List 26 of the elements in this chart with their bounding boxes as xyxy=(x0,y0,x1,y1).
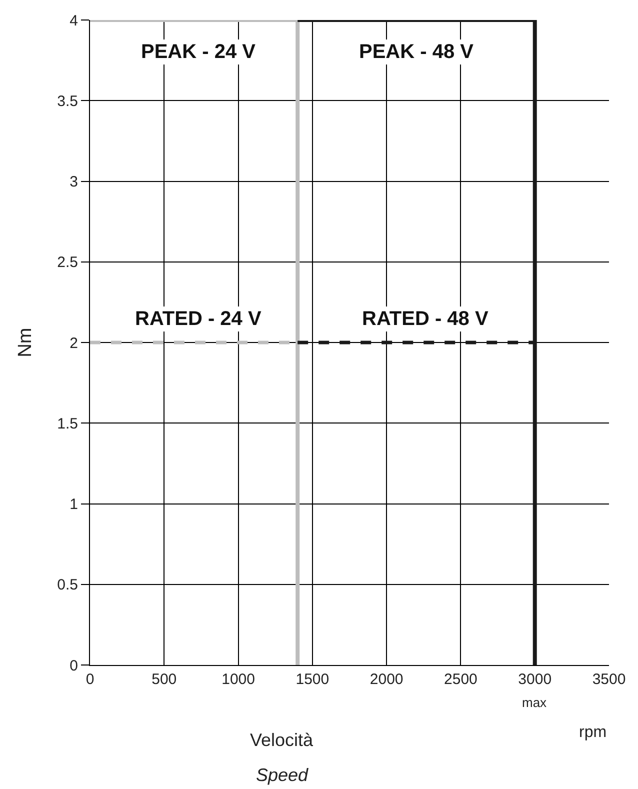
annotation: RATED - 48 V xyxy=(362,308,489,330)
y-tick-label: 4 xyxy=(70,12,78,30)
annotation: RATED - 24 V xyxy=(135,308,262,330)
y-tick-label: 3 xyxy=(70,174,78,190)
y-tick-label: 1 xyxy=(70,496,78,513)
x-tick-label: 2000 xyxy=(370,671,404,688)
x-tick-label: 1000 xyxy=(222,671,255,688)
annotation: PEAK - 24 V xyxy=(141,41,256,63)
x-tick-label: 3000 xyxy=(518,671,552,688)
text: Speed xyxy=(256,765,310,785)
x-tick-label: 0 xyxy=(86,671,94,688)
x-tick-label: 2500 xyxy=(444,671,478,688)
y-tick-label: 1.5 xyxy=(57,415,78,432)
y-tick-label: 0 xyxy=(70,657,78,674)
y-tick-label: 3.5 xyxy=(57,92,78,110)
x-axis-title: Velocità xyxy=(250,730,314,750)
y-tick-label: 2 xyxy=(70,334,78,352)
text: max xyxy=(522,695,548,710)
x-tick-label: 1500 xyxy=(296,671,330,688)
y-axis-title: Nm xyxy=(14,328,36,358)
x-tick-label: 3500 xyxy=(592,671,626,688)
annotation: PEAK - 48 V xyxy=(359,41,474,63)
y-tick-label: 0.5 xyxy=(57,576,78,594)
y-tick-label: 2.5 xyxy=(57,254,78,272)
x-tick-label: 500 xyxy=(152,671,177,688)
text: rpm xyxy=(579,724,607,741)
